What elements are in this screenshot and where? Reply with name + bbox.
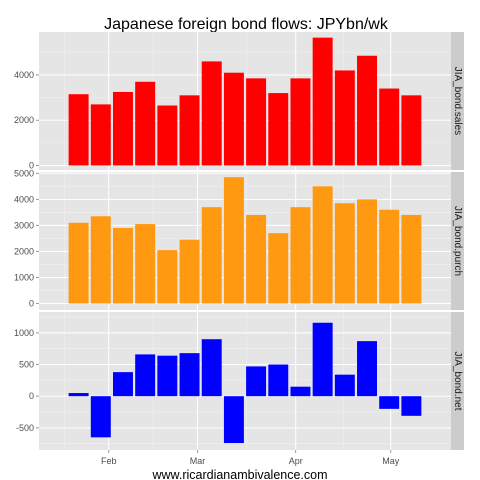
- bar-JIA_bond.sales-4: [157, 105, 178, 166]
- bar-JIA_bond.sales-2: [113, 91, 133, 166]
- bar-JIA_bond.purch-13: [357, 199, 377, 304]
- y-tick-label: 1000: [14, 272, 34, 282]
- bar-JIA_bond.sales-15: [401, 95, 422, 166]
- bar-JIA_bond.net-14: [379, 396, 400, 409]
- chart-caption: www.ricardianambivalence.com: [151, 468, 327, 480]
- facet-strip-label: JIA_bond.net: [452, 352, 463, 411]
- y-tick-label: 2000: [14, 115, 34, 125]
- bar-JIA_bond.net-3: [135, 354, 156, 397]
- bar-JIA_bond.purch-11: [312, 186, 333, 304]
- bar-JIA_bond.sales-0: [68, 94, 89, 166]
- bar-JIA_bond.net-9: [268, 364, 289, 397]
- bar-JIA_bond.purch-9: [268, 233, 289, 304]
- facet-strip-label: JIA_bond.sales: [452, 67, 463, 135]
- facet-strip: [451, 32, 464, 170]
- bar-JIA_bond.net-4: [157, 355, 178, 397]
- bar-JIA_bond.net-5: [179, 353, 200, 397]
- bar-JIA_bond.purch-4: [157, 250, 178, 304]
- x-tick-label: May: [382, 456, 400, 466]
- bar-JIA_bond.net-6: [201, 339, 222, 397]
- x-tick-label: Apr: [289, 456, 303, 466]
- panel-JIA_bond.net: -500 0 500 1000 JIA_bond.net: [14, 312, 464, 450]
- bar-JIA_bond.sales-6: [201, 61, 222, 166]
- bar-JIA_bond.net-1: [90, 396, 111, 438]
- bar-JIA_bond.sales-13: [357, 55, 377, 166]
- x-tick-label: Feb: [101, 456, 117, 466]
- x-axis: Feb Mar Apr May: [101, 450, 400, 466]
- bar-JIA_bond.sales-5: [179, 95, 200, 166]
- bar-JIA_bond.purch-0: [68, 222, 89, 304]
- panel-JIA_bond.purch: 0 1000 2000 3000 4000 5000 JIA_bond.purch: [14, 168, 464, 310]
- bar-JIA_bond.purch-6: [201, 207, 222, 304]
- bar-JIA_bond.net-15: [401, 396, 422, 416]
- bar-JIA_bond.purch-8: [246, 214, 267, 304]
- bar-JIA_bond.purch-1: [90, 216, 111, 304]
- y-tick-label: 1000: [14, 328, 34, 338]
- y-tick-label: 2000: [14, 246, 34, 256]
- bar-JIA_bond.purch-5: [179, 239, 200, 304]
- bar-JIA_bond.net-2: [113, 372, 133, 397]
- bar-JIA_bond.net-0: [68, 393, 89, 397]
- bar-JIA_bond.sales-14: [379, 88, 400, 166]
- chart-title: Japanese foreign bond flows: JPYbn/wk: [104, 16, 389, 33]
- bar-JIA_bond.purch-3: [135, 224, 156, 304]
- y-tick-label: -500: [16, 423, 34, 433]
- bar-JIA_bond.net-13: [357, 341, 377, 397]
- y-tick-label: 0: [29, 391, 34, 401]
- bar-JIA_bond.purch-7: [223, 177, 244, 304]
- panels: 0 2000 4000 JIA_bond.sales 0 1000 2000 3000 4000…: [14, 32, 464, 450]
- y-tick-label: 3000: [14, 220, 34, 230]
- y-tick-label: 5000: [14, 168, 34, 178]
- bar-JIA_bond.sales-12: [334, 70, 355, 166]
- facet-strip-label: JIA_bond.purch: [452, 206, 463, 276]
- y-tick-label: 4000: [14, 194, 34, 204]
- y-tick-label: 500: [19, 360, 34, 370]
- y-tick-label: 0: [29, 160, 34, 170]
- bar-JIA_bond.net-7: [223, 396, 244, 444]
- bar-JIA_bond.net-11: [312, 322, 333, 397]
- bar-JIA_bond.purch-10: [290, 207, 311, 304]
- bar-JIA_bond.purch-2: [113, 227, 133, 304]
- bar-JIA_bond.net-10: [290, 386, 311, 397]
- y-tick-label: 4000: [14, 70, 34, 80]
- panel-JIA_bond.sales: 0 2000 4000 JIA_bond.sales: [14, 32, 464, 170]
- bar-JIA_bond.purch-14: [379, 209, 400, 304]
- bar-JIA_bond.purch-12: [334, 203, 355, 304]
- facet-strip: [451, 172, 464, 310]
- bar-JIA_bond.sales-1: [90, 104, 111, 166]
- y-tick-label: 0: [29, 298, 34, 308]
- facet-strip: [451, 312, 464, 450]
- bar-JIA_bond.sales-11: [312, 37, 333, 166]
- bar-JIA_bond.sales-10: [290, 78, 311, 166]
- bar-JIA_bond.sales-8: [246, 78, 267, 166]
- bar-JIA_bond.net-12: [334, 374, 355, 397]
- bar-JIA_bond.sales-7: [223, 72, 244, 166]
- x-tick-label: Mar: [190, 456, 206, 466]
- bar-JIA_bond.sales-9: [268, 93, 289, 166]
- bar-JIA_bond.purch-15: [401, 214, 422, 304]
- bar-JIA_bond.sales-3: [135, 81, 156, 166]
- bar-JIA_bond.net-8: [246, 366, 267, 397]
